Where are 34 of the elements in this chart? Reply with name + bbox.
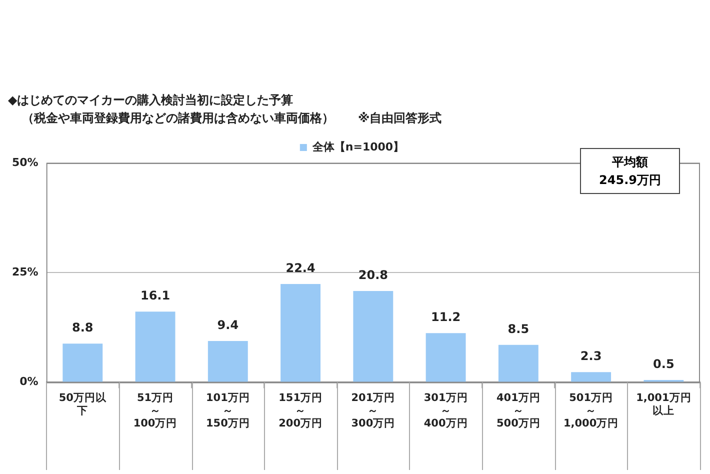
data-label: 8.5 xyxy=(508,322,530,336)
x-tick-label: 101万円～150万円 xyxy=(206,392,250,430)
x-tick-label: 1,001万円以上 xyxy=(636,392,692,417)
chart-title: ◆はじめてのマイカーの購入検討当初に設定した予算 xyxy=(8,92,294,109)
data-label: 11.2 xyxy=(430,310,461,324)
x-tick-label: 51万円～100万円 xyxy=(133,392,178,430)
bar xyxy=(498,344,538,382)
x-tick-label: 50万円以下 xyxy=(58,391,108,417)
y-tick-label: 50% xyxy=(12,156,38,169)
x-tick-label: 501万円～1,000万円 xyxy=(563,392,619,430)
bar xyxy=(208,340,248,382)
data-label: 8.8 xyxy=(72,320,94,335)
data-label: 9.4 xyxy=(217,318,239,332)
bar xyxy=(135,312,176,382)
annotation: 245.9万円 xyxy=(599,173,661,187)
bar xyxy=(571,372,612,382)
data-label: 2.3 xyxy=(580,349,602,364)
bar xyxy=(62,344,103,382)
bar xyxy=(280,284,321,382)
legend-label: 全体【n=1000】 xyxy=(311,140,404,154)
x-tick-label: 301万円～400万円 xyxy=(424,392,468,430)
x-tick-label: 401万円～500万円 xyxy=(496,392,540,430)
y-tick-label: 25% xyxy=(12,265,38,278)
data-label: 20.8 xyxy=(358,268,388,282)
chart-subtitle: （税金や車両登録費用などの諸費用は含めない車両価格） ※自由回答形式 xyxy=(22,110,442,127)
bar xyxy=(426,333,466,382)
data-label: 16.1 xyxy=(140,288,170,303)
x-tick-label: 151万円～200万円 xyxy=(278,392,322,430)
data-label: 22.4 xyxy=(286,261,316,276)
y-tick-label: 0% xyxy=(20,375,38,388)
data-label: 0.5 xyxy=(653,357,674,372)
bar xyxy=(353,291,394,382)
annotation: 平均額 xyxy=(612,155,648,169)
x-tick-label: 201万円～300万円 xyxy=(351,392,396,430)
